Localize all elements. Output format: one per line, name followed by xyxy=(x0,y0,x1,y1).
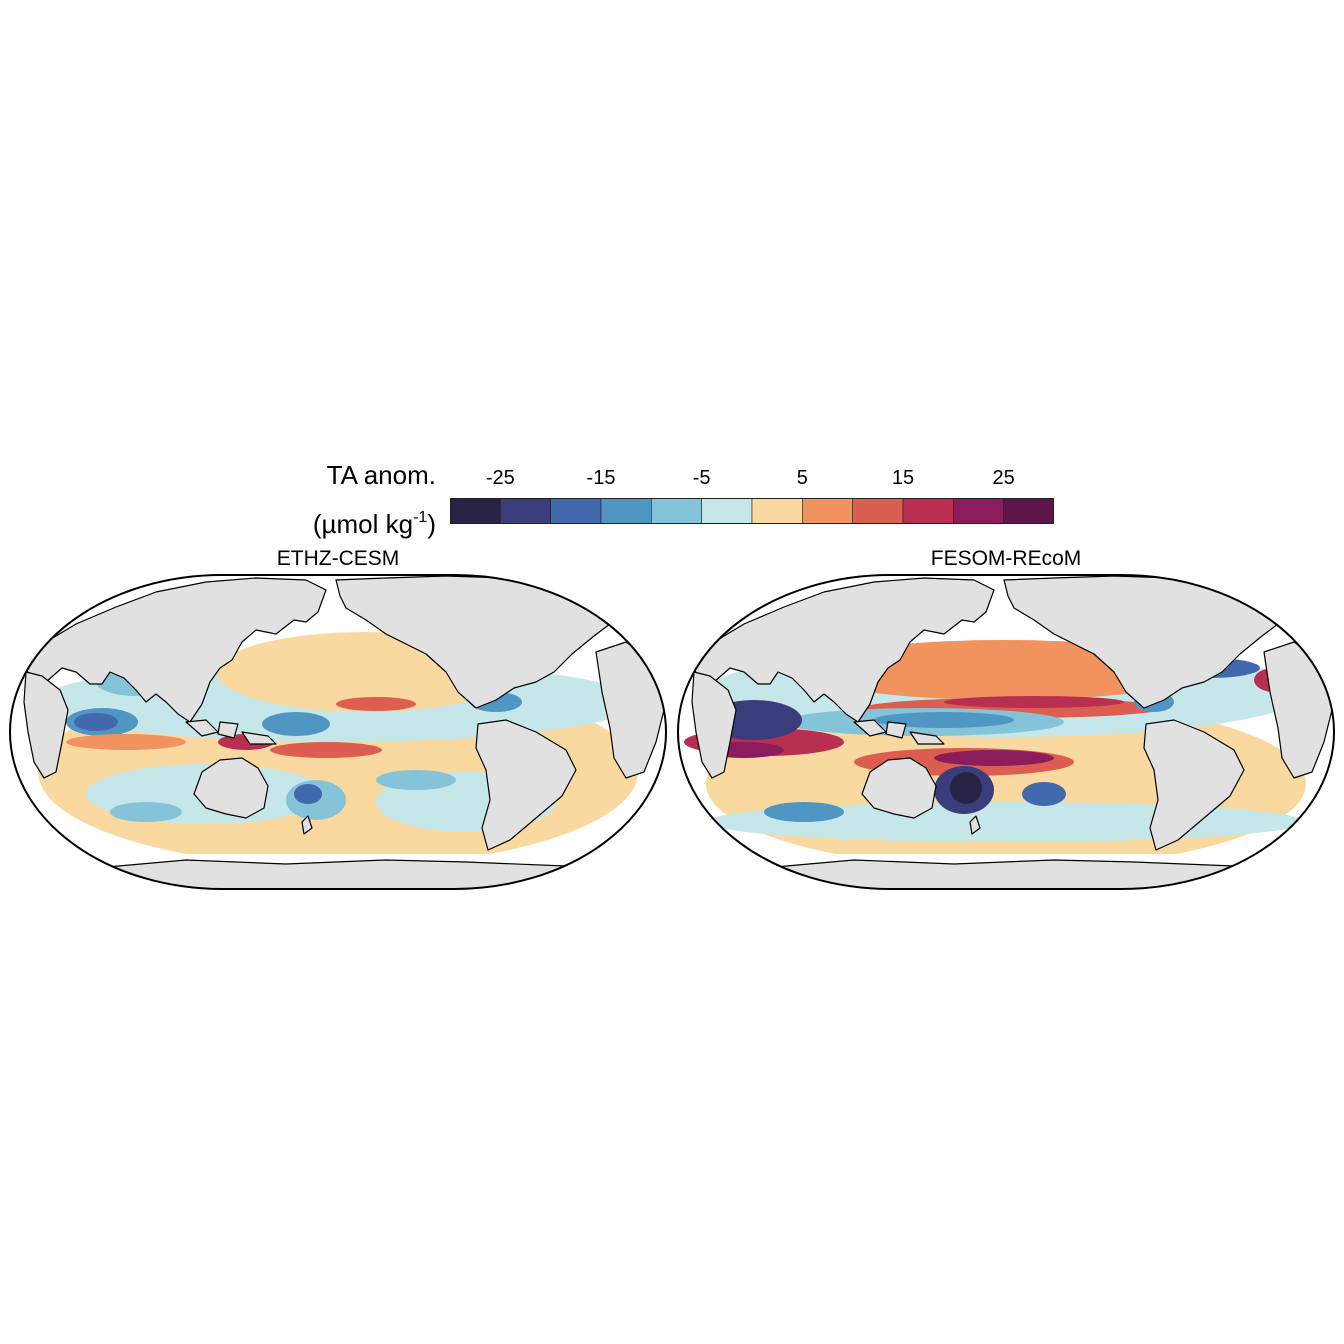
map-outline xyxy=(677,574,1335,890)
land xyxy=(95,859,607,889)
colorbar-tick-label: -5 xyxy=(692,467,711,489)
legend-title: TA anom. xyxy=(326,460,436,490)
land xyxy=(565,577,627,607)
colorbar-bin xyxy=(751,498,803,524)
colorbar-bin xyxy=(852,498,904,524)
legend-units-exponent: -1 xyxy=(413,509,428,526)
colorbar-bin xyxy=(701,498,753,524)
anomaly-field xyxy=(874,712,1014,728)
anomaly-field xyxy=(1022,782,1066,806)
colorbar-bin xyxy=(953,498,1004,524)
colorbar-bin xyxy=(802,498,853,524)
anomaly-field xyxy=(764,802,844,822)
land xyxy=(1143,719,1245,851)
anomaly-field xyxy=(934,750,1054,766)
land xyxy=(861,757,937,819)
land xyxy=(763,859,1275,889)
map-outline xyxy=(9,574,667,890)
colorbar-tick-label: 25 xyxy=(992,467,1015,489)
anomaly-field xyxy=(66,734,186,750)
land xyxy=(475,719,577,851)
land xyxy=(909,731,945,745)
legend-units: (µmol kg-1) xyxy=(313,503,436,539)
colorbar-tick-label: 5 xyxy=(796,467,808,489)
map-ethz-cesm xyxy=(9,574,667,890)
land xyxy=(1233,577,1295,607)
colorbar-bin xyxy=(550,498,602,524)
anomaly-field xyxy=(294,784,322,804)
colorbar-bin xyxy=(500,498,551,524)
colorbar-tick-label: -25 xyxy=(485,467,515,489)
colorbar-tick-label: 15 xyxy=(891,467,915,489)
colorbar xyxy=(450,498,1054,524)
land xyxy=(301,815,313,835)
legend-units-base: (µmol kg xyxy=(312,509,414,539)
colorbar-bin xyxy=(1003,498,1054,524)
anomaly-field xyxy=(944,696,1124,708)
legend-units-close: ) xyxy=(427,509,436,539)
land xyxy=(217,721,239,739)
panel-title-fesom-recom: FESOM-REcoM xyxy=(930,547,1082,570)
anomaly-field xyxy=(950,772,982,804)
land xyxy=(969,815,981,835)
land xyxy=(885,721,907,739)
colorbar-tick-label: -15 xyxy=(586,467,616,489)
anomaly-field xyxy=(262,712,330,736)
colorbar-bin xyxy=(651,498,702,524)
land xyxy=(23,671,69,779)
panel-title-ethz-cesm: ETHZ-CESM xyxy=(276,547,400,570)
land xyxy=(241,731,277,745)
colorbar-bin xyxy=(600,498,652,524)
land xyxy=(693,577,995,723)
land xyxy=(193,757,269,819)
colorbar-bin xyxy=(450,498,501,524)
anomaly-field xyxy=(74,713,118,731)
anomaly-field xyxy=(110,802,182,822)
land xyxy=(691,671,737,779)
colorbar-bin xyxy=(902,498,954,524)
anomaly-field xyxy=(270,742,382,758)
land xyxy=(25,577,327,723)
anomaly-field xyxy=(376,770,456,790)
anomaly-field xyxy=(336,697,416,711)
map-fesom-recom xyxy=(677,574,1335,890)
